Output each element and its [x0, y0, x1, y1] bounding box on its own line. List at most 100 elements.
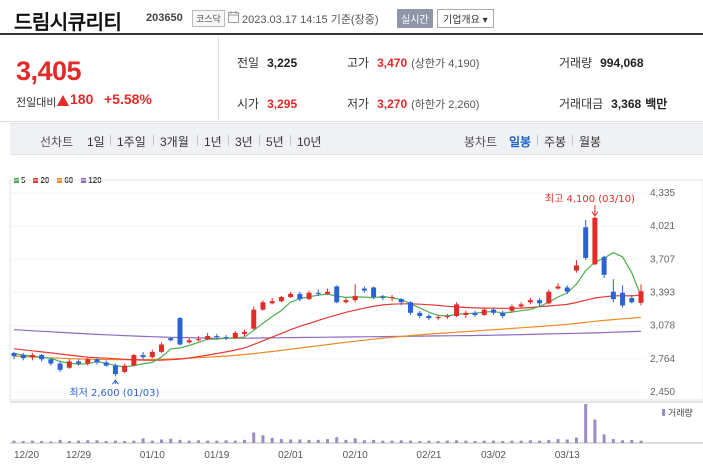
volume-bar [547, 439, 551, 443]
tab-separator [197, 135, 198, 146]
volume-bar [132, 440, 136, 443]
candle-body [48, 359, 54, 364]
volume-bar [113, 440, 117, 443]
volume-bar [519, 440, 523, 443]
candle-body [620, 292, 626, 306]
volume-bar [58, 439, 62, 443]
candle-body [122, 365, 128, 372]
tab-separator [290, 135, 291, 146]
tab-3m[interactable]: 3개월 [160, 135, 189, 149]
volume-bar [372, 439, 376, 443]
candle-body [195, 339, 201, 341]
candle-body [352, 295, 358, 301]
volume-bar [436, 441, 440, 443]
candle-body [564, 287, 570, 292]
volume-stat: 거래량 994,068 [559, 56, 644, 70]
realtime-badge[interactable]: 실시간 [397, 9, 433, 28]
volume-bar [150, 440, 154, 443]
line-chart-label[interactable]: 선차트 [40, 135, 74, 149]
candle-body [278, 296, 284, 302]
tab-1w[interactable]: 1주일 [117, 135, 146, 149]
low-price: 저가 3,270 (하한가 2,260) [347, 97, 480, 111]
current-price: 3,405 [16, 56, 82, 86]
min-price-label: 최저 2,600 (01/03) [69, 387, 159, 399]
candle-body [205, 336, 211, 340]
tab-3y[interactable]: 3년 [235, 135, 253, 149]
tab-daily[interactable]: 일봉 [509, 135, 532, 149]
max-arrow-icon [591, 211, 599, 217]
volume-bar [584, 404, 588, 443]
candle-body [325, 291, 330, 294]
volume-bar [21, 441, 25, 443]
volume-bar [528, 440, 532, 443]
candle-body [518, 304, 524, 307]
candle-body [186, 340, 192, 343]
candle-body [103, 362, 109, 366]
x-tick-label: 12/29 [66, 450, 91, 461]
volume-bar [252, 432, 256, 443]
volume-bar [445, 440, 449, 443]
x-tick-label: 02/21 [416, 450, 441, 461]
y-tick-label: 2,764 [650, 354, 675, 365]
volume-bar [574, 437, 578, 443]
x-tick-label: 01/10 [140, 450, 165, 461]
up-triangle-icon [57, 95, 69, 106]
market-badge: 코스닥 [192, 10, 225, 27]
tab-weekly[interactable]: 주봉 [544, 135, 567, 149]
volume-bar [408, 440, 412, 443]
volume-bar [335, 437, 339, 443]
volume-bar [187, 440, 191, 443]
candle-body [177, 318, 183, 345]
candle-body [251, 309, 257, 329]
change-label: 전일대비 [16, 97, 57, 109]
volume-bar [326, 439, 329, 443]
tab-10y[interactable]: 10년 [297, 135, 322, 149]
volume-bar [206, 440, 210, 443]
tab-separator [572, 135, 573, 146]
volume-bar [630, 439, 634, 443]
ma20-line [13, 294, 642, 361]
candle-body [527, 300, 533, 303]
candle-body [417, 312, 423, 316]
candle-body [242, 331, 248, 334]
candle-body [112, 365, 118, 375]
candle-body [629, 298, 635, 303]
candle-body [463, 312, 469, 315]
volume-bar [593, 419, 597, 443]
candle-body [76, 361, 82, 364]
candle-body [435, 317, 441, 319]
volume-bar [86, 440, 90, 443]
tab-monthly[interactable]: 월봉 [579, 135, 602, 149]
company-overview-button[interactable]: 기업개요 ▾ [437, 9, 494, 28]
y-tick-label: 3,078 [650, 321, 675, 332]
candle-chart-label[interactable]: 봉차트 [464, 135, 498, 149]
quote-timestamp: 2023.03.17 14:15 기준(장중) [242, 14, 379, 26]
max-price-label: 최고 4,100 (03/10) [545, 193, 635, 205]
candle-body [159, 344, 165, 352]
ma5-line [13, 251, 642, 368]
tab-separator [153, 135, 154, 146]
tab-1d[interactable]: 1일 [87, 135, 105, 149]
ma60-line [13, 316, 642, 361]
y-tick-label: 4,021 [650, 221, 675, 232]
candle-body [380, 296, 386, 299]
candle-body [11, 352, 17, 357]
candle-body [537, 300, 543, 304]
candle-body [500, 312, 506, 316]
candle-body [592, 217, 598, 265]
tab-5y[interactable]: 5년 [266, 135, 284, 149]
y-tick-label: 2,450 [650, 387, 675, 398]
candle-body [454, 304, 460, 316]
tab-1y[interactable]: 1년 [204, 135, 222, 149]
volume-bar [538, 440, 542, 443]
volume-label: 거래량 [668, 407, 693, 419]
volume-bar [261, 435, 265, 443]
volume-legend-swatch [662, 409, 665, 416]
candle-body [490, 309, 496, 313]
volume-bar [141, 438, 145, 443]
candle-body [334, 286, 340, 303]
chart-tab-bar: 선차트 1일 1주일 3개월 1년 3년 5년 10년 봉차트 일봉 주봉 월봉 [10, 123, 703, 155]
candle-body [398, 299, 404, 303]
candle-body [638, 291, 644, 303]
